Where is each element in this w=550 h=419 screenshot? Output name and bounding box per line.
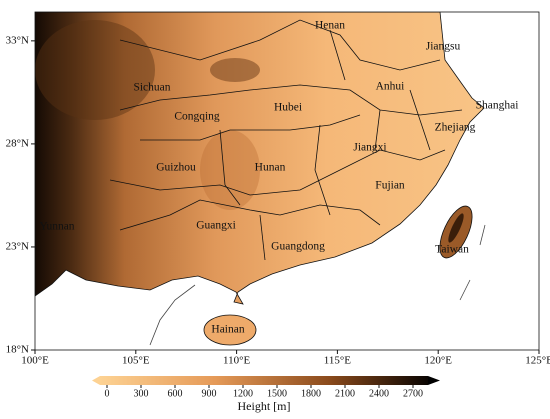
hainan-land <box>203 314 257 346</box>
x-tick-label: 120°E <box>424 355 452 367</box>
region-label: Shanghai <box>476 100 519 112</box>
region-label: Zhejiang <box>435 122 476 134</box>
colorbar-extend-low <box>92 376 100 385</box>
region-label: Fujian <box>375 180 405 192</box>
colorbar-tick-label: 1800 <box>301 388 321 399</box>
region-label: Congqing <box>174 111 220 123</box>
region-label: Taiwan <box>435 244 469 256</box>
region-label: Hunan <box>255 162 286 174</box>
x-tick-label: 110°E <box>223 355 250 367</box>
map-body <box>35 12 486 346</box>
region-label: Hainan <box>211 324 244 336</box>
map-frame <box>34 11 540 351</box>
colorbar-tick-label: 2100 <box>335 388 355 399</box>
colorbar-tick-label: 1200 <box>233 388 253 399</box>
colorbar-tick-label: 2700 <box>403 388 423 399</box>
colorbar-tick-label: 1500 <box>267 388 287 399</box>
region-label: Jiangxi <box>353 142 386 154</box>
region-label: Anhui <box>376 81 405 93</box>
colorbar-tick-label: 2400 <box>369 388 389 399</box>
land <box>35 12 485 305</box>
province-borders <box>109 19 463 261</box>
colorbar-tick-label: 900 <box>202 388 217 399</box>
region-label: Hubei <box>274 102 302 114</box>
colorbar-extend-high <box>428 376 440 385</box>
region-label: Guangxi <box>196 220 236 232</box>
colorbar-tick-label: 300 <box>134 388 149 399</box>
x-tick-label: 115°E <box>324 355 351 367</box>
terrain-shade <box>35 20 155 120</box>
region-label: Henan <box>315 20 345 32</box>
colorbar <box>100 376 428 385</box>
y-tick-label: 33°N <box>6 34 29 46</box>
region-label: Jiangsu <box>426 41 461 53</box>
terrain-shade <box>200 130 260 210</box>
terrain-shade <box>448 213 464 243</box>
region-label: Sichuan <box>133 82 170 94</box>
colorbar-tick-label: 600 <box>168 388 183 399</box>
region-label: Yunnan <box>39 221 74 233</box>
region-label: Guizhou <box>156 162 196 174</box>
other-borders <box>149 224 486 346</box>
x-tick-label: 105°E <box>122 355 150 367</box>
y-tick-label: 28°N <box>6 137 29 149</box>
y-tick-label: 18°N <box>6 344 29 356</box>
region-label: Guangdong <box>271 241 325 253</box>
x-tick-label: 125°E <box>525 355 550 367</box>
y-tick-label: 23°N <box>6 240 29 252</box>
colorbar-tick-label: 0 <box>105 388 110 399</box>
colorbar-label: Height [m] <box>238 399 291 413</box>
x-tick-label: 100°E <box>21 355 49 367</box>
terrain-shade <box>210 58 260 82</box>
